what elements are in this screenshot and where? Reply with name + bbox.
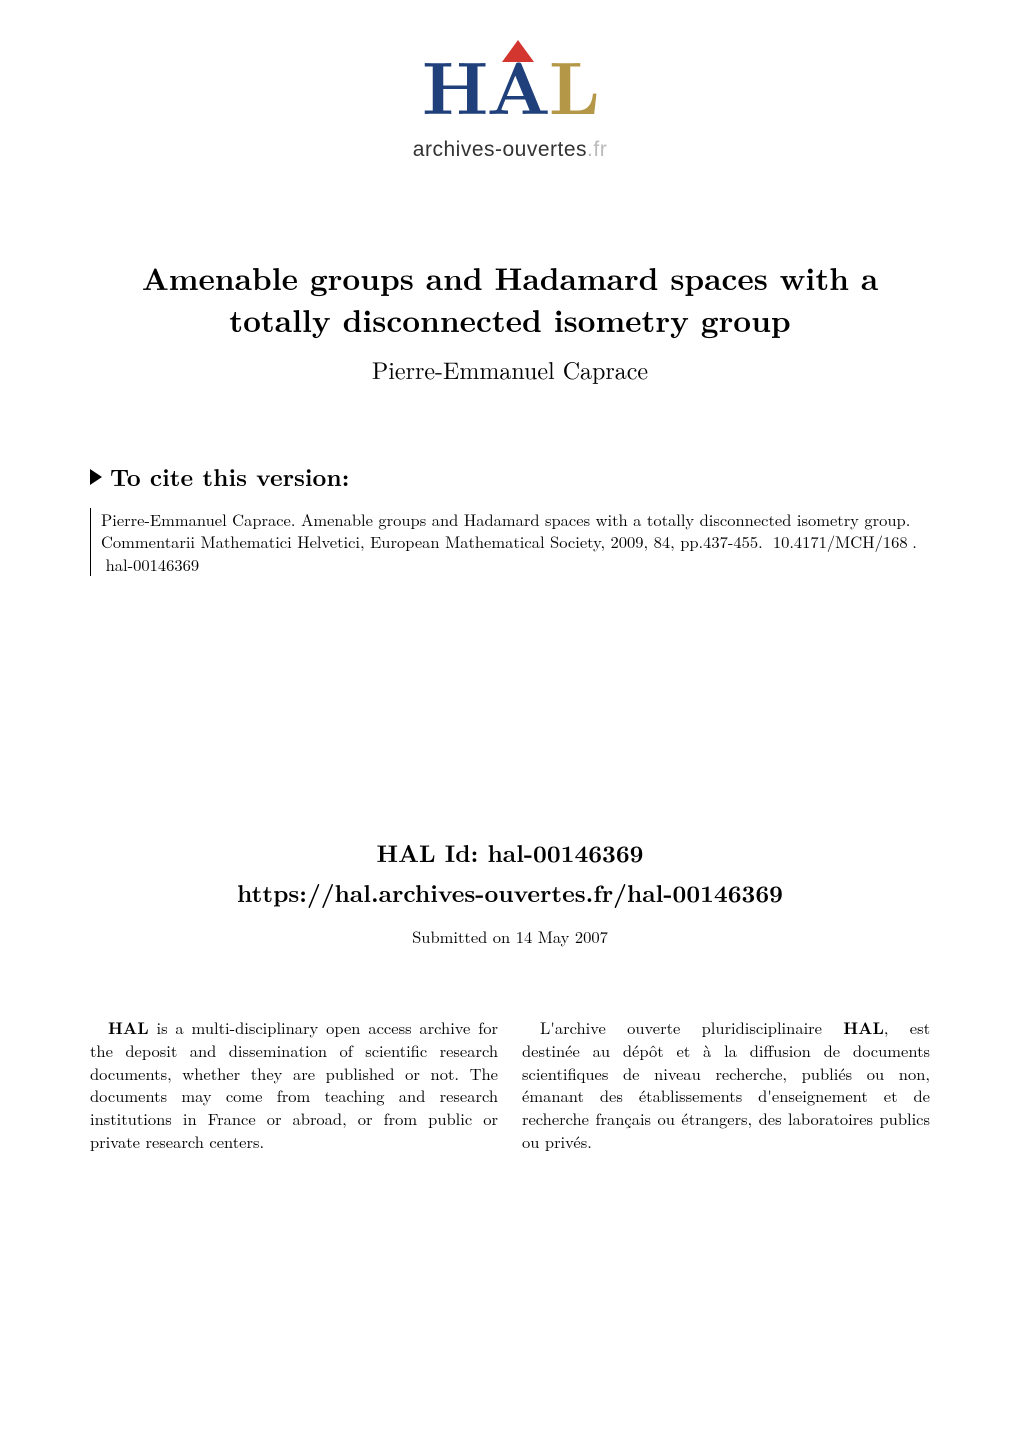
cite-header: To cite this version:	[90, 460, 930, 494]
submitted-date: Submitted on 14 May 2007	[90, 924, 930, 948]
hal-id-section: HAL Id: hal-00146369 https://hal.archive…	[90, 836, 930, 948]
footer-left-text: is a multi-disciplinary open access arch…	[90, 1015, 498, 1153]
citation-text: Pierre-Emmanuel Caprace. Amenable groups…	[90, 508, 930, 576]
footer-right-prefix: L'archive ouverte pluridisciplinaire	[540, 1015, 843, 1039]
hal-id-label: HAL Id: hal-00146369	[90, 836, 930, 870]
logo-subtitle: archives-ouvertes.fr	[413, 138, 607, 162]
paper-author: Pierre-Emmanuel Caprace	[90, 352, 930, 386]
logo-triangle-icon	[502, 40, 534, 62]
logo-letter-h: H	[422, 30, 487, 136]
logo-subtitle-suffix: .fr	[587, 138, 607, 161]
cite-header-text: To cite this version:	[110, 460, 349, 494]
footer-column-left: HAL is a multi-disciplinary open access …	[90, 1016, 498, 1153]
hal-url: https://hal.archives-ouvertes.fr/hal-001…	[90, 876, 930, 910]
paper-title: Amenable groups and Hadamard spaces with…	[90, 258, 930, 342]
hal-logo-block: H A L archives-ouvertes.fr	[90, 58, 930, 162]
cite-section: To cite this version: Pierre-Emmanuel Ca…	[90, 460, 930, 576]
footer-description: HAL is a multi-disciplinary open access …	[90, 1016, 930, 1153]
hal-logo: H A L archives-ouvertes.fr	[413, 58, 607, 162]
footer-left-bold: HAL	[108, 1015, 149, 1039]
footer-column-right: L'archive ouverte pluridisciplinaire HAL…	[522, 1016, 930, 1153]
logo-letter-l: L	[549, 30, 598, 136]
footer-right-bold: HAL	[843, 1015, 884, 1039]
hal-logo-letters: H A L	[413, 58, 607, 136]
cite-marker-icon	[90, 469, 102, 485]
logo-subtitle-main: archives-ouvertes	[413, 138, 587, 161]
logo-letter-a-wrapper: A	[487, 30, 549, 136]
